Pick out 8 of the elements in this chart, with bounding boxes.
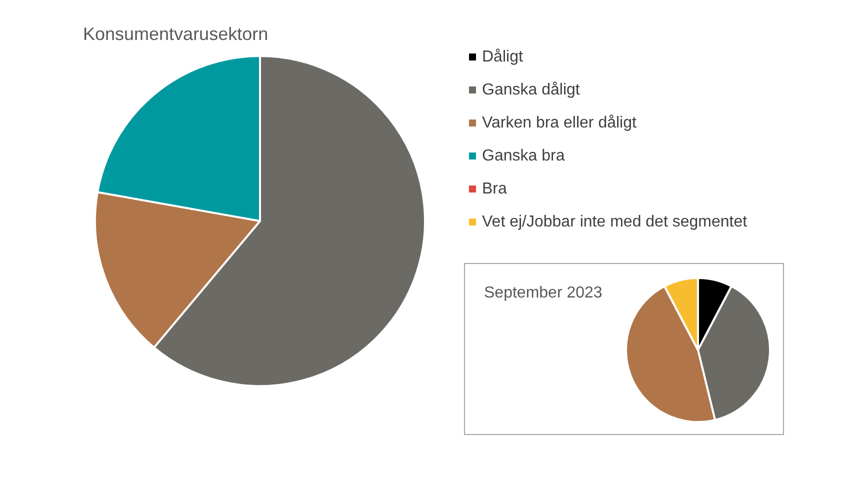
legend-label: Varken bra eller dåligt (482, 114, 638, 132)
chart-title: Konsumentvarusektorn (83, 24, 268, 44)
chart-title: September 2023 (484, 284, 602, 302)
legend-label: Dåligt (482, 48, 524, 66)
legend-label: Vet ej/Jobbar inte med det segmentet (482, 214, 748, 230)
legend-label: Ganska bra (482, 148, 565, 164)
legend-label: Bra (482, 180, 507, 198)
legend-label: Ganska dåligt (482, 82, 580, 98)
